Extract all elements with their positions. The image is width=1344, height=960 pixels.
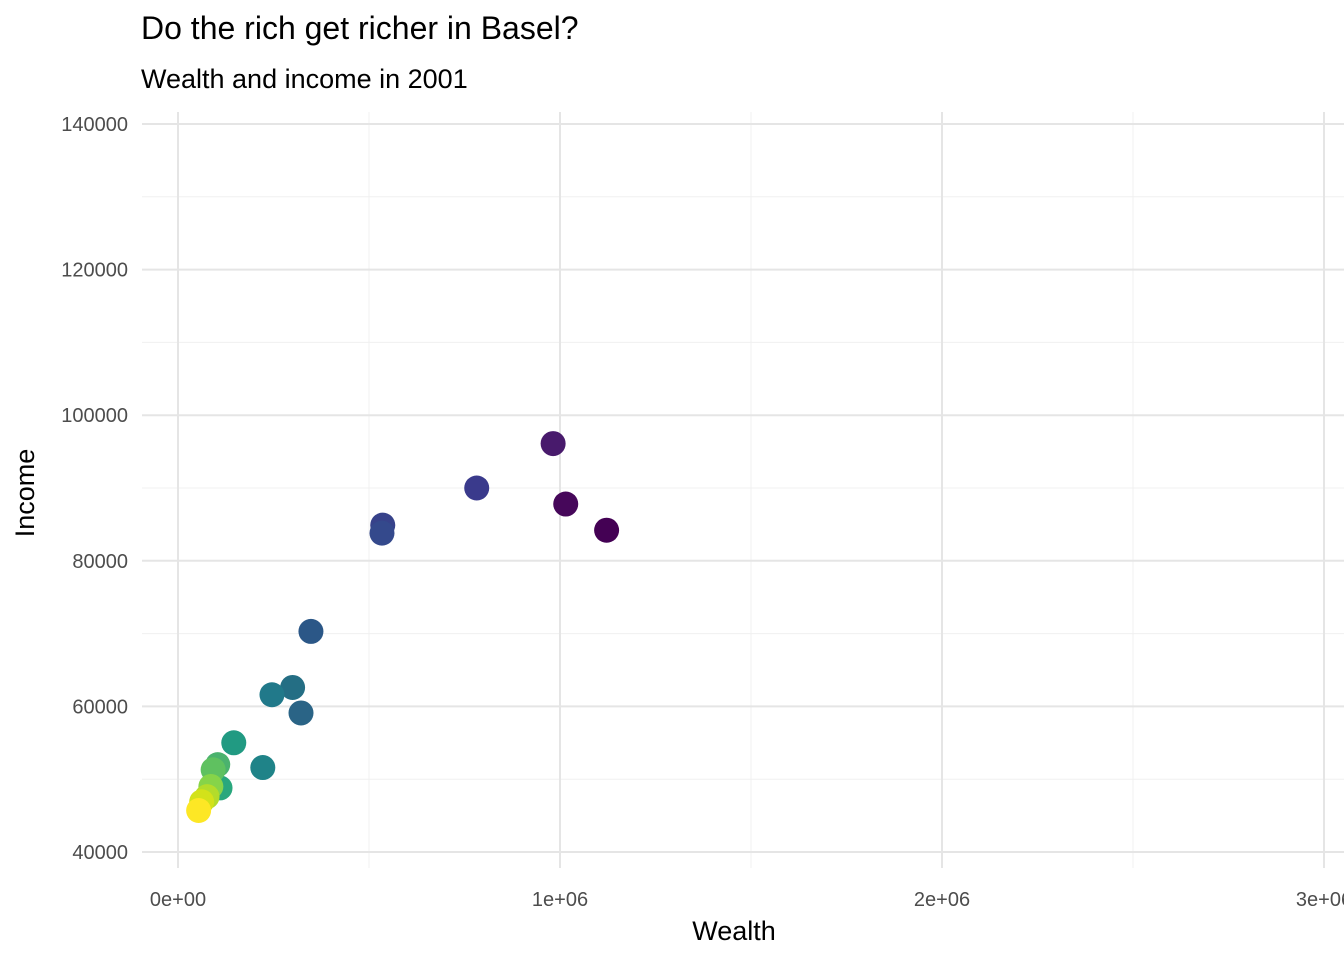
y-axis-title: Income	[10, 449, 40, 538]
data-point	[464, 475, 490, 501]
grid	[142, 112, 1344, 868]
x-tick-label: 0e+00	[150, 889, 206, 911]
y-tick-label: 60000	[72, 696, 128, 718]
chart-title: Do the rich get richer in Basel?	[141, 10, 579, 46]
data-point	[186, 798, 212, 824]
data-point	[288, 700, 314, 726]
chart-subtitle: Wealth and income in 2001	[141, 64, 468, 94]
y-tick-label: 80000	[72, 551, 128, 573]
x-tick-label: 2e+06	[914, 889, 970, 911]
data-points	[186, 431, 620, 824]
data-point	[540, 431, 566, 457]
y-tick-label: 100000	[61, 405, 128, 427]
data-point	[259, 682, 285, 708]
y-tick-label: 140000	[61, 114, 128, 136]
data-point	[553, 491, 579, 517]
data-point	[250, 755, 276, 781]
y-axis-ticks: 40000 60000 80000 100000 120000 140000	[61, 114, 128, 864]
data-point	[594, 517, 620, 543]
data-point	[280, 674, 306, 700]
data-point	[298, 618, 324, 644]
x-axis-ticks: 0e+00 1e+06 2e+06 3e+06	[150, 889, 1344, 911]
y-tick-label: 120000	[61, 260, 128, 282]
data-point	[369, 520, 395, 546]
x-axis-title: Wealth	[692, 916, 776, 946]
y-tick-label: 40000	[72, 842, 128, 864]
x-tick-label: 1e+06	[532, 889, 588, 911]
data-point	[221, 730, 247, 756]
x-tick-label: 3e+06	[1296, 889, 1344, 911]
